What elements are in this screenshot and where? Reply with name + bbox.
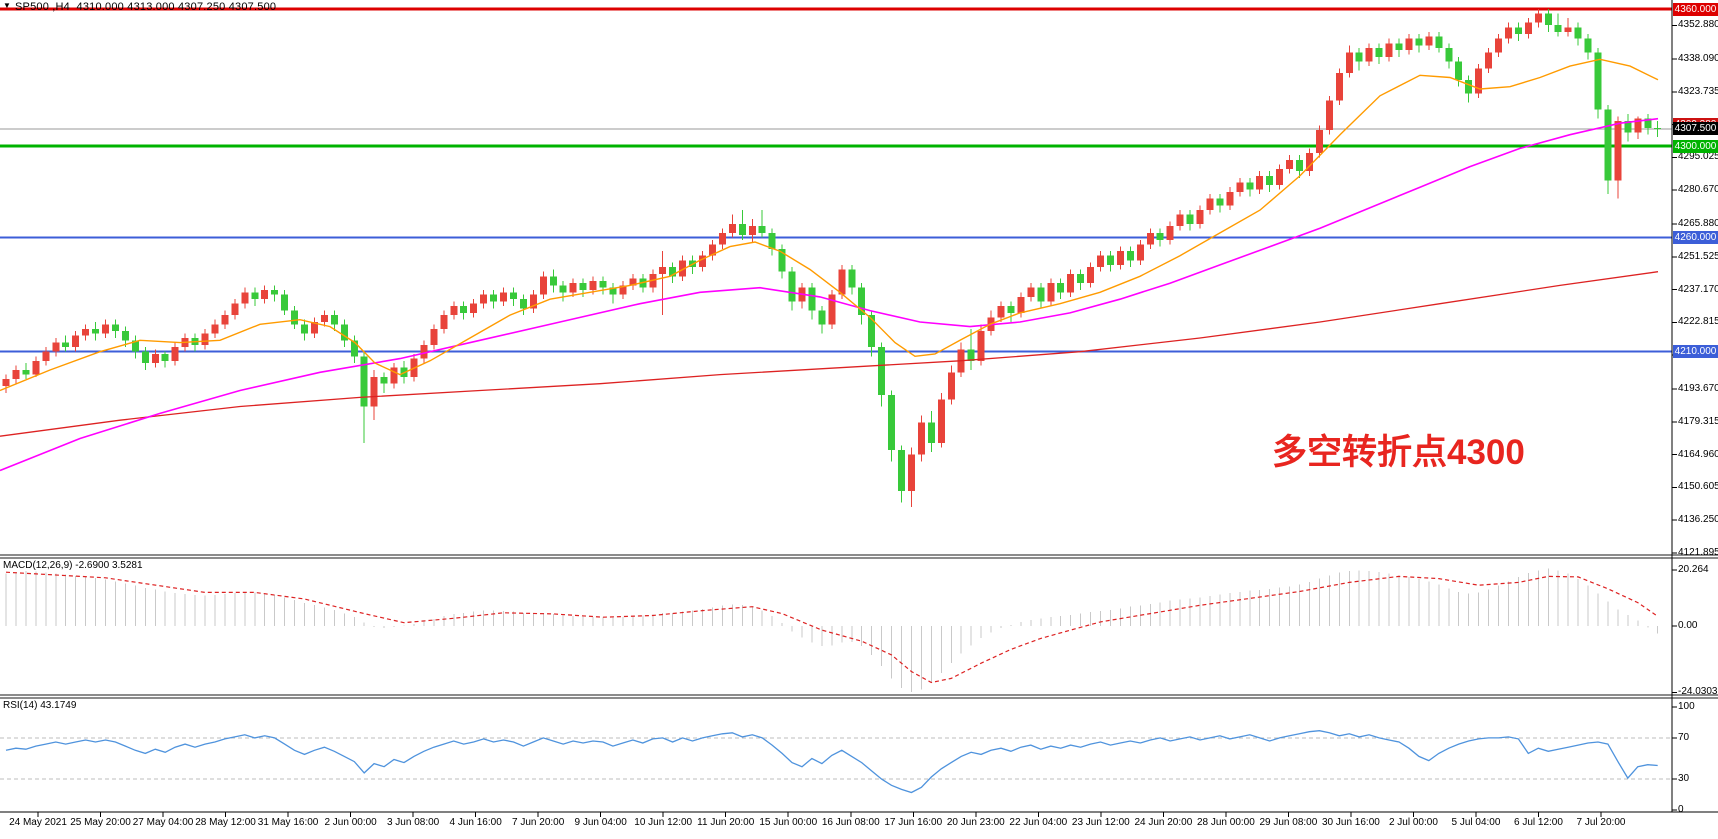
price-axis-tick: 4121.895 (1678, 546, 1718, 558)
time-axis-label: 9 Jun 04:00 (574, 817, 627, 828)
price-axis-tick: 4280.670 (1678, 184, 1718, 196)
hline-price-label: 4300.000 (1673, 139, 1718, 153)
rsi-axis-tick: 70 (1678, 731, 1690, 743)
time-axis-label: 16 Jun 08:00 (821, 817, 880, 828)
chart-title: SP500 ,H4 4310.000 4313.000 4307.250 430… (15, 1, 277, 13)
price-axis-tick: 4295.025 (1678, 151, 1718, 163)
price-axis-tick: 4150.605 (1678, 481, 1718, 493)
time-axis-label: 10 Jun 12:00 (634, 817, 693, 828)
macd-axis-tick: 0.00 (1678, 620, 1698, 631)
price-axis-tick: 4352.880 (1678, 19, 1718, 31)
time-axis-label: 4 Jun 16:00 (449, 817, 502, 828)
price-axis-tick: 4193.670 (1678, 383, 1718, 394)
rsi-indicator-label: RSI(14) 43.1749 (3, 700, 77, 711)
time-axis-label: 31 May 16:00 (257, 817, 319, 828)
time-axis-label: 7 Jul 20:00 (1576, 817, 1626, 828)
time-axis-label: 6 Jul 12:00 (1514, 817, 1563, 828)
time-axis-label: 29 Jun 08:00 (1259, 817, 1318, 828)
price-axis-tick: 4323.735 (1678, 85, 1718, 97)
bid-price-label: 4307.500 (1673, 122, 1718, 136)
hline-price-label: 4210.000 (1673, 345, 1718, 359)
time-axis-label: 11 Jun 20:00 (697, 817, 755, 828)
hline-price-label: 4260.000 (1673, 230, 1718, 244)
time-axis-label: 2 Jul 00:00 (1388, 817, 1438, 828)
time-axis-label: 23 Jun 12:00 (1071, 817, 1130, 828)
rsi-axis-tick: 30 (1678, 773, 1690, 785)
time-axis-label: 24 May 2021 (9, 817, 67, 828)
price-axis-tick: 4237.170 (1678, 283, 1718, 295)
time-axis-label: 28 Jun 00:00 (1196, 817, 1255, 828)
time-axis-label: 24 Jun 20:00 (1134, 817, 1193, 828)
macd-indicator-label: MACD(12,26,9) -2.6900 3.5281 (3, 560, 143, 571)
price-axis-tick: 4179.315 (1678, 415, 1718, 427)
rsi-axis-tick: 0 (1678, 804, 1684, 815)
time-axis-label: 22 Jun 04:00 (1009, 817, 1068, 828)
price-axis-tick: 4164.960 (1678, 448, 1718, 460)
time-axis-label: 5 Jul 04:00 (1451, 817, 1501, 828)
time-axis-label: 28 May 12:00 (195, 817, 256, 828)
time-axis-label: 25 May 20:00 (70, 817, 131, 828)
time-axis-label: 2 Jun 00:00 (324, 817, 377, 828)
macd-axis-tick: 20.264 (1678, 564, 1709, 576)
price-axis-tick: 4251.525 (1678, 250, 1718, 262)
price-axis-tick: 4265.880 (1678, 218, 1718, 230)
time-axis-label: 15 Jun 00:00 (759, 817, 818, 828)
time-axis-label: 7 Jun 20:00 (512, 817, 565, 828)
time-axis-label: 17 Jun 16:00 (884, 817, 943, 828)
collapse-triangle-icon[interactable]: ▼ (3, 1, 11, 10)
price-axis-tick: 4222.815 (1678, 316, 1718, 328)
macd-axis-tick: -24.0303 (1678, 686, 1718, 698)
price-axis-tick: 4136.250 (1678, 514, 1718, 526)
rsi-axis-tick: 100 (1678, 701, 1695, 712)
time-axis-label: 27 May 04:00 (132, 817, 194, 828)
time-axis-label: 30 Jun 16:00 (1321, 817, 1380, 828)
time-axis-label: 3 Jun 08:00 (386, 817, 440, 828)
price-axis-tick: 4338.090 (1678, 53, 1718, 65)
annotation-text: 多空转折点4300 (1272, 433, 1525, 472)
hline-price-label: 4360.000 (1673, 2, 1718, 16)
time-axis-label: 20 Jun 23:00 (946, 817, 1005, 828)
